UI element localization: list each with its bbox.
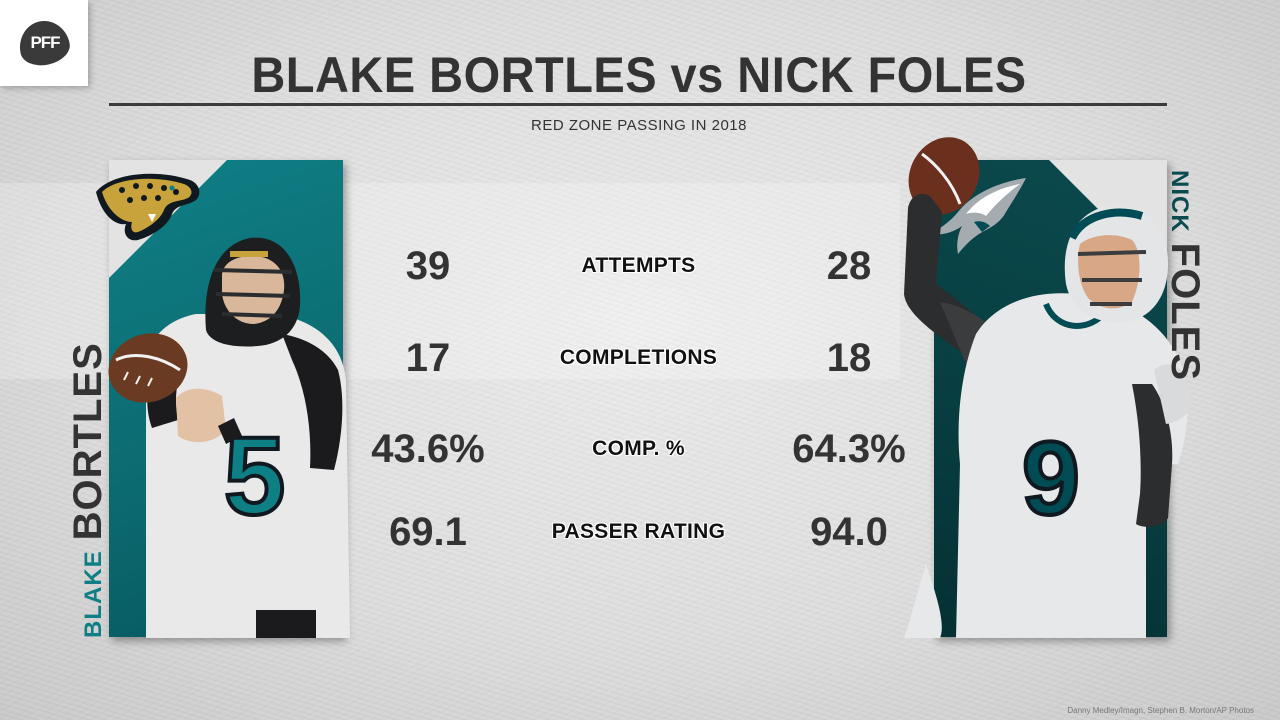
left-player-photo: 5 (108, 237, 350, 638)
left-player-name: BLAKE BORTLES (66, 342, 111, 638)
left-stat-value: 17 (405, 336, 451, 380)
left-stat-value: 39 (405, 244, 451, 288)
stat-row-passer-rating: 69.1 PASSER RATING 94.0 (343, 502, 934, 562)
photo-credit: Danny Medley/Imagn, Stephen B. Morton/AP… (1067, 706, 1254, 715)
left-stat-value: 43.6% (371, 427, 485, 471)
pff-logo[interactable]: PFF (0, 0, 88, 86)
stat-row-attempts: 39 ATTEMPTS 28 (343, 236, 934, 296)
left-player-first-name: BLAKE (80, 550, 107, 638)
stat-label: ATTEMPTS (581, 254, 696, 277)
right-player-photo: 9 (904, 137, 1192, 638)
left-stat-value: 69.1 (389, 510, 467, 554)
jaguars-logo-icon (96, 173, 200, 241)
right-player-first-name: NICK (1166, 170, 1193, 233)
page-subtitle: RED ZONE PASSING IN 2018 (531, 117, 747, 134)
right-stat-value: 18 (826, 336, 872, 380)
right-stat-value: 94.0 (810, 510, 888, 554)
stat-row-completions: 17 COMPLETIONS 18 (343, 328, 934, 388)
stat-label: COMPLETIONS (559, 346, 718, 369)
right-stat-value: 28 (826, 244, 872, 288)
right-stat-value: 64.3% (792, 427, 906, 471)
stat-row-comp-pct: 43.6% COMP. % 64.3% (343, 419, 934, 479)
eagles-logo-icon (930, 178, 1026, 254)
left-player-last-name: BORTLES (66, 342, 110, 541)
title-divider (109, 103, 1167, 106)
stat-label: PASSER RATING (551, 520, 726, 543)
logo-text: PFF (30, 33, 60, 52)
right-player-last-name: FOLES (1163, 242, 1207, 382)
right-player-name: NICK FOLES (1162, 170, 1207, 381)
stat-label: COMP. % (592, 437, 685, 460)
right-jersey-number: 9 (1022, 421, 1080, 537)
page-title: BLAKE BORTLES vs NICK FOLES (251, 47, 1027, 103)
